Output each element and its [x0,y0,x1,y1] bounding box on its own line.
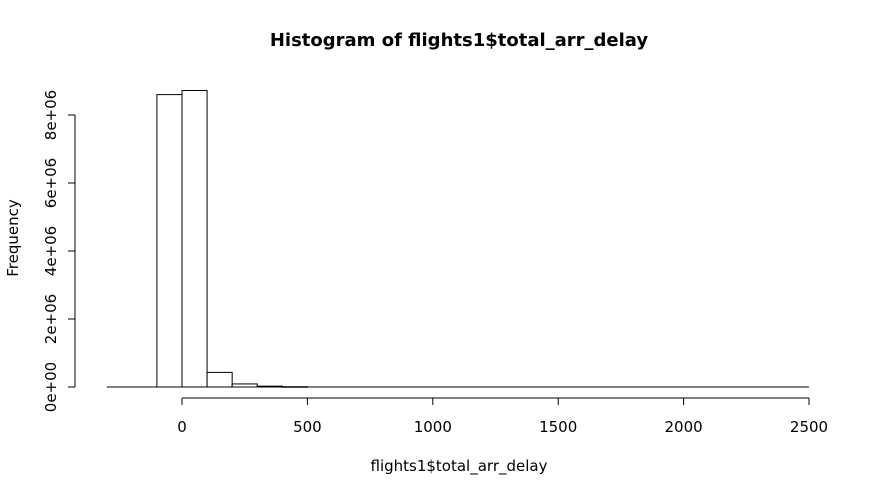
x-axis-label: flights1$total_arr_delay [371,457,548,476]
y-axis: 0e+00 2e+06 4e+06 6e+06 8e+06 [42,90,76,412]
x-tick-label: 2500 [790,418,828,436]
x-tick-label: 1500 [539,418,577,436]
y-axis-label: Frequency [4,199,22,277]
histogram-bar [156,94,183,388]
x-tick-label: 2000 [665,418,703,436]
x-tick-label: 1000 [414,418,452,436]
y-tick-label: 0e+00 [42,362,60,412]
histogram-bars [156,90,308,388]
histogram-bar [206,371,233,388]
y-tick-label: 6e+06 [42,158,60,208]
histogram-bar [181,90,208,388]
y-tick-label: 2e+06 [42,294,60,344]
y-tick-label: 4e+06 [42,226,60,276]
x-axis: 0 500 1000 1500 2000 2500 [177,397,828,436]
y-tick-label: 8e+06 [42,90,60,140]
x-tick-label: 0 [177,418,187,436]
x-tick-label: 500 [293,418,322,436]
chart-title: Histogram of flights1$total_arr_delay [270,30,649,51]
